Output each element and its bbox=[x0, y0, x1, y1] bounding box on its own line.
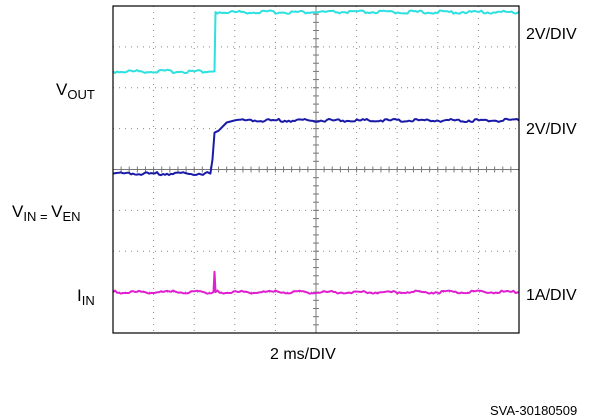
x-axis-label: 2 ms/DIV bbox=[270, 346, 336, 363]
plot-frame bbox=[112, 5, 520, 334]
series-label-iin: IIN bbox=[77, 286, 95, 308]
trace-series-1 bbox=[112, 117, 520, 177]
series-label-vout: VOUT bbox=[56, 80, 95, 102]
trace-series-2 bbox=[112, 270, 520, 295]
scale-label-vin: 2V/DIV bbox=[526, 121, 577, 138]
traces bbox=[112, 9, 520, 295]
grid bbox=[113, 6, 519, 333]
scale-label-vout: 2V/DIV bbox=[526, 26, 577, 43]
series-label-vin-ven: VIN = VEN bbox=[12, 202, 81, 224]
scale-label-iin: 1A/DIV bbox=[526, 287, 577, 304]
trace-series-0 bbox=[112, 9, 520, 74]
figure-id: SVA-30180509 bbox=[490, 403, 578, 418]
